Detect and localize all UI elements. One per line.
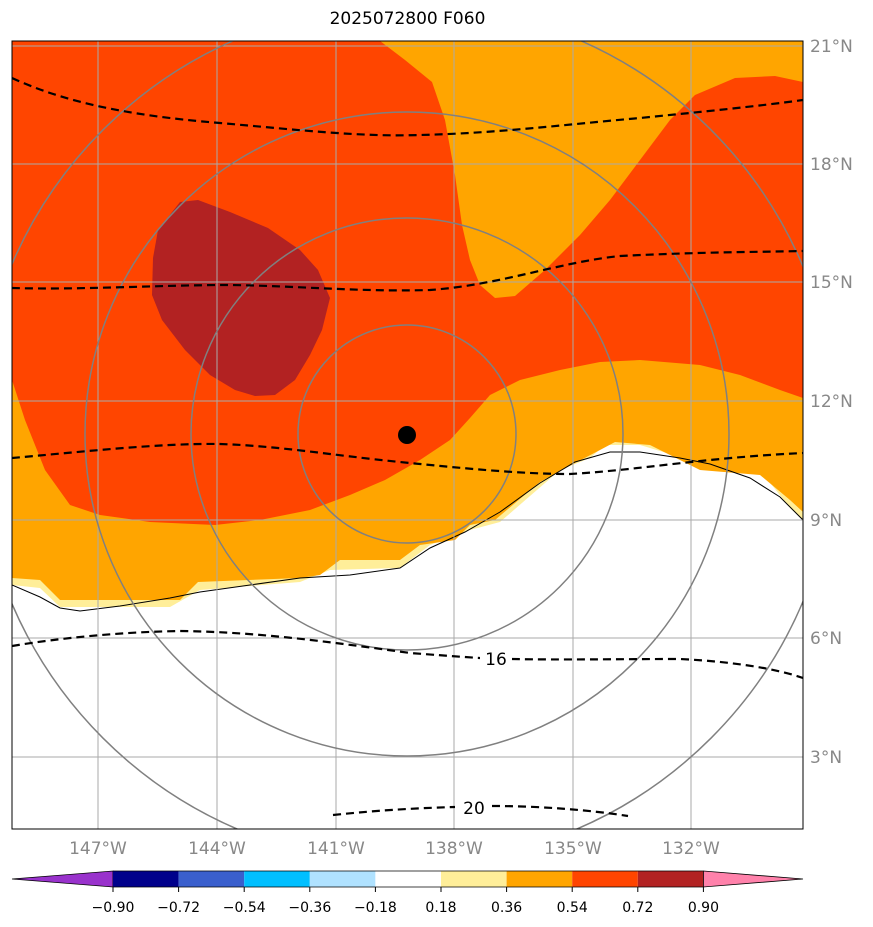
dashed-isoline (12, 249, 803, 292)
lon-label: 141°W (307, 839, 365, 859)
colorbar-tick-label: −0.36 (288, 900, 331, 916)
lon-label: 132°W (662, 839, 720, 859)
lat-label: 15°N (810, 273, 853, 293)
colorbar-tick-label: −0.54 (223, 900, 266, 916)
colorbar-tick-label: 0.90 (688, 900, 719, 916)
lon-label: 138°W (425, 839, 483, 859)
range-ring (84, 111, 730, 757)
dashed-isoline (12, 629, 481, 660)
dashed-isoline (491, 804, 629, 818)
colorbar-extend-high (703, 870, 804, 888)
fill-band-0-54-0-72 (12, 41, 803, 525)
range-rings (12, 41, 803, 829)
lat-label: 9°N (810, 511, 842, 531)
map-title: 2025072800 F060 (329, 9, 486, 29)
colorbar-tick-label: 0.72 (622, 900, 653, 916)
graticule (12, 41, 803, 829)
colorbar-tick-label: 0.54 (557, 900, 588, 916)
dashed-isoline (12, 442, 803, 476)
latitude-labels: 21°N 18°N 15°N 12°N 9°N 6°N 3°N (810, 37, 853, 768)
colorbar-tick-label: −0.18 (354, 900, 397, 916)
dashed-isoline (12, 76, 803, 137)
contour-label-20: 20 (463, 799, 485, 819)
lat-label: 3°N (810, 748, 842, 768)
dashed-isoline (511, 657, 803, 680)
range-ring (297, 324, 517, 544)
lon-label: 144°W (188, 839, 246, 859)
colorbar-extend-low (11, 870, 114, 888)
dashed-isoline (332, 805, 456, 817)
longitude-labels: 147°W 144°W 141°W 138°W 135°W 132°W (69, 839, 720, 859)
lat-label: 6°N (810, 629, 842, 649)
colorbar-swatch (375, 871, 441, 887)
colorbar-swatch (441, 871, 507, 887)
colorbar-tick-label: −0.72 (157, 900, 200, 916)
colorbar-swatch (506, 871, 573, 887)
map-plot-area: 16 20 (12, 41, 803, 829)
colorbar-swatch (637, 871, 704, 887)
colorbar-tick-label: 0.18 (425, 900, 456, 916)
colorbar-swatch (309, 871, 376, 887)
lat-label: 21°N (810, 37, 853, 57)
colorbar-swatch (572, 871, 638, 887)
contour-label-16: 16 (485, 650, 507, 670)
lon-label: 147°W (69, 839, 127, 859)
colorbar-tick-label: 0.36 (491, 900, 522, 916)
colorbar-swatch (113, 871, 179, 887)
colorbar-swatch (178, 871, 245, 887)
lat-label: 12°N (810, 392, 853, 412)
range-ring (190, 217, 624, 651)
storm-center-marker (398, 426, 416, 444)
colorbar-ticks (112, 887, 704, 892)
lat-label: 18°N (810, 155, 853, 175)
thin-contour-line (12, 451, 803, 612)
fill-band-0-72-0-90 (152, 200, 330, 396)
colorbar-tick-label: −0.90 (92, 900, 135, 916)
lon-label: 135°W (544, 839, 602, 859)
colorbar: −0.90 −0.72 −0.54 −0.36 −0.18 0.18 0.36 … (11, 870, 804, 916)
dashed-isolines (12, 76, 803, 818)
map-frame (11, 40, 804, 830)
colorbar-swatch (244, 871, 310, 887)
